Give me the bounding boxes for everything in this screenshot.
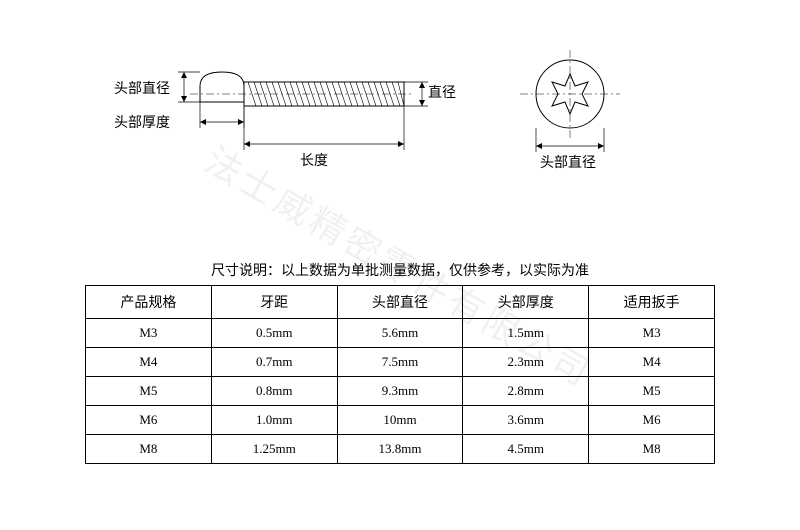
table-cell: 2.8mm	[463, 377, 589, 406]
spec-table: 产品规格 牙距 头部直径 头部厚度 适用扳手 M30.5mm5.6mm1.5mm…	[85, 285, 715, 464]
table-row: M40.7mm7.5mm2.3mmM4	[86, 348, 715, 377]
table-cell: 2.3mm	[463, 348, 589, 377]
table-cell: 7.5mm	[337, 348, 463, 377]
table-cell: 1.5mm	[463, 319, 589, 348]
label-head-thickness: 头部厚度	[114, 112, 170, 132]
table-cell: 1.25mm	[211, 435, 337, 464]
table-cell: 0.7mm	[211, 348, 337, 377]
col-spec: 产品规格	[86, 286, 212, 319]
table-cell: M4	[589, 348, 715, 377]
label-head-diameter-top: 头部直径	[540, 152, 596, 172]
col-wrench: 适用扳手	[589, 286, 715, 319]
table-cell: M8	[589, 435, 715, 464]
label-diameter: 直径	[428, 82, 456, 102]
table-cell: 5.6mm	[337, 319, 463, 348]
label-length: 长度	[300, 150, 328, 170]
table-cell: 1.0mm	[211, 406, 337, 435]
col-pitch: 牙距	[211, 286, 337, 319]
col-head-dia: 头部直径	[337, 286, 463, 319]
table-row: M61.0mm10mm3.6mmM6	[86, 406, 715, 435]
table-cell: 0.8mm	[211, 377, 337, 406]
label-head-diameter-left: 头部直径	[114, 78, 170, 98]
dimension-caption: 尺寸说明：以上数据为单批测量数据，仅供参考，以实际为准	[0, 260, 800, 280]
spec-table-wrap: 产品规格 牙距 头部直径 头部厚度 适用扳手 M30.5mm5.6mm1.5mm…	[85, 285, 715, 464]
table-cell: M8	[86, 435, 212, 464]
table-cell: 4.5mm	[463, 435, 589, 464]
table-cell: 0.5mm	[211, 319, 337, 348]
table-header-row: 产品规格 牙距 头部直径 头部厚度 适用扳手	[86, 286, 715, 319]
table-cell: M4	[86, 348, 212, 377]
caption-prefix: 尺寸说明：	[211, 264, 281, 279]
table-row: M50.8mm9.3mm2.8mmM5	[86, 377, 715, 406]
caption-text: 以上数据为单批测量数据，仅供参考，以实际为准	[281, 264, 589, 279]
table-row: M30.5mm5.6mm1.5mmM3	[86, 319, 715, 348]
table-cell: 13.8mm	[337, 435, 463, 464]
table-cell: M5	[86, 377, 212, 406]
diagram-area: 头部直径 头部厚度 长度 直径 头部直径	[140, 50, 700, 210]
col-head-thk: 头部厚度	[463, 286, 589, 319]
table-cell: M3	[589, 319, 715, 348]
table-cell: M6	[86, 406, 212, 435]
table-cell: 9.3mm	[337, 377, 463, 406]
table-cell: M3	[86, 319, 212, 348]
screw-diagram-svg	[140, 50, 700, 210]
table-cell: M5	[589, 377, 715, 406]
table-row: M81.25mm13.8mm4.5mmM8	[86, 435, 715, 464]
table-cell: 3.6mm	[463, 406, 589, 435]
table-cell: M6	[589, 406, 715, 435]
table-cell: 10mm	[337, 406, 463, 435]
